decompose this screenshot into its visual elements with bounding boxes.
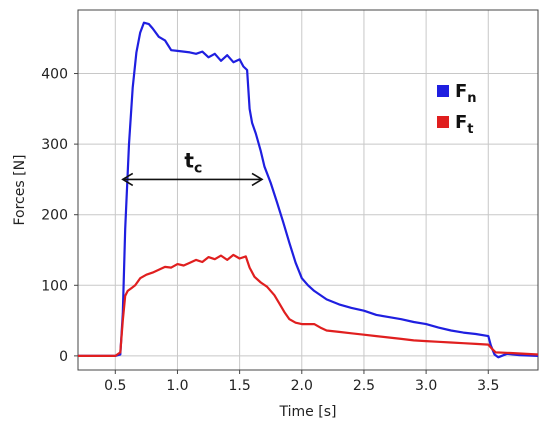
tc-arrow-head-right xyxy=(251,172,264,187)
y-tick-label: 400 xyxy=(41,67,68,83)
x-tick-label: 2.0 xyxy=(291,378,313,394)
y-tick-label: 200 xyxy=(41,208,68,224)
tc-arrow-head-left xyxy=(121,172,134,187)
x-axis-label: Time [s] xyxy=(279,404,337,420)
legend-swatch xyxy=(437,116,449,128)
x-tick-label: 2.5 xyxy=(353,378,375,394)
x-axis-ticks: 0.5 1.0 1.5 2.0 2.5 3.0 3.5 xyxy=(104,370,499,394)
x-tick-label: 0.5 xyxy=(104,378,126,394)
y-tick-label: 0 xyxy=(59,349,68,365)
x-tick-label: 3.0 xyxy=(415,378,437,394)
y-axis-ticks: 0 100 200 300 400 xyxy=(41,67,78,365)
legend: Fn Ft xyxy=(437,81,477,137)
series-line-fn xyxy=(78,21,539,359)
legend-entry: Ft xyxy=(455,112,474,137)
y-tick-label: 100 xyxy=(41,278,68,294)
legend-entry: Fn xyxy=(455,81,477,106)
series-lines xyxy=(78,21,539,359)
x-tick-label: 1.5 xyxy=(228,378,250,394)
x-tick-label: 1.0 xyxy=(166,378,188,394)
y-tick-label: 300 xyxy=(41,137,68,153)
tc-annotation-label: tc xyxy=(184,148,202,176)
y-axis-label: Forces [N] xyxy=(12,154,28,225)
series-line-ft xyxy=(78,253,539,357)
legend-swatch xyxy=(437,85,449,97)
x-tick-label: 3.5 xyxy=(477,378,499,394)
grid-lines xyxy=(78,10,538,370)
plot-frame xyxy=(77,9,539,371)
annotations: tc xyxy=(121,148,264,187)
